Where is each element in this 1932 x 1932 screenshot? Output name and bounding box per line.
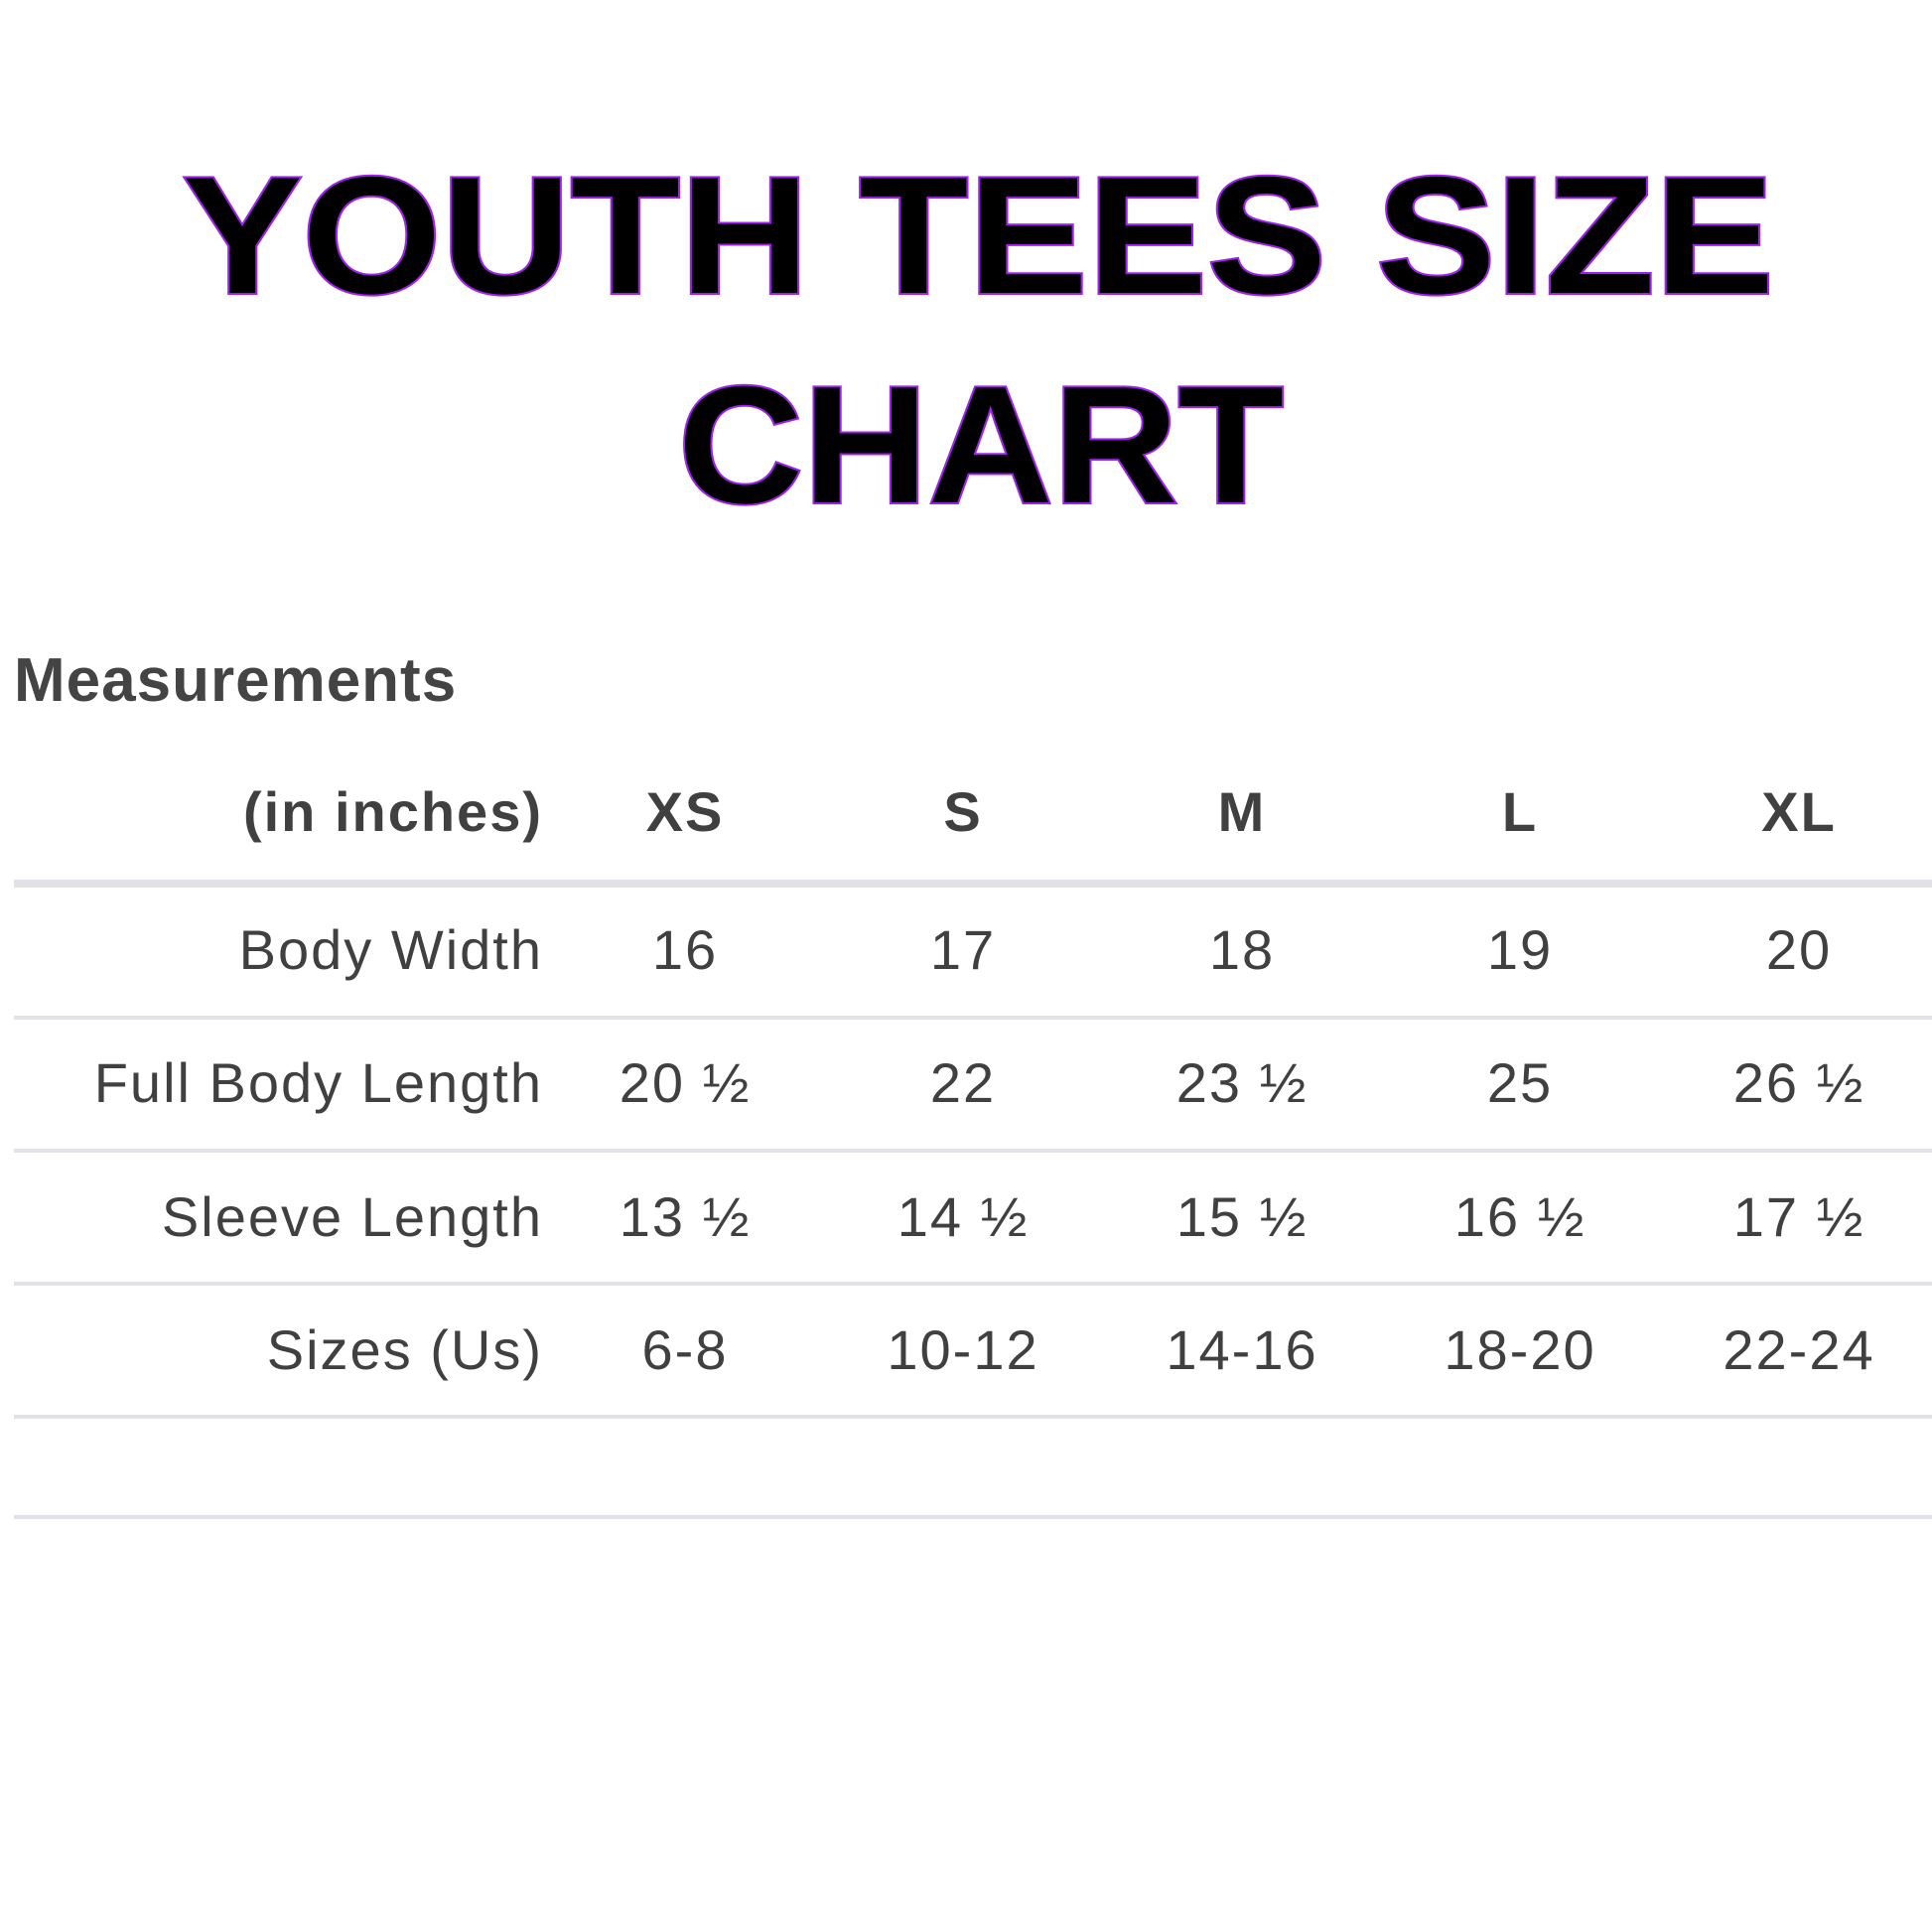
title-line-1: YOUTH TEES SIZE	[183, 142, 1774, 329]
table-cell: 20	[1765, 918, 1833, 981]
section-heading: Measurements	[14, 646, 458, 715]
table-cell: 22	[929, 1051, 997, 1114]
table-cell: 14 ½	[897, 1185, 1030, 1248]
table-row: Full Body Length 20 ½ 22 23 ½ 25 26 ½	[0, 1043, 1932, 1123]
row-label: Full Body Length	[93, 1051, 543, 1114]
table-cell: 20 ½	[619, 1051, 752, 1114]
table-cell: 15 ½	[1175, 1185, 1309, 1248]
row-divider	[14, 1515, 1932, 1519]
table-cell: 14-16	[1166, 1318, 1318, 1381]
column-header: XS	[645, 780, 725, 843]
table-cell: 22-24	[1723, 1318, 1875, 1381]
table-cell: 19	[1486, 918, 1554, 981]
table-cell: 18	[1208, 918, 1276, 981]
row-divider	[14, 1282, 1932, 1286]
table-cell: 10-12	[887, 1318, 1039, 1381]
unit-label: (in inches)	[242, 780, 543, 843]
row-divider	[14, 880, 1932, 888]
table-cell: 18-20	[1444, 1318, 1596, 1381]
table-cell: 25	[1486, 1051, 1554, 1114]
table-cell: 6-8	[641, 1318, 729, 1381]
table-row: Sizes (Us) 6-8 10-12 14-16 18-20 22-24	[0, 1311, 1932, 1390]
table-cell: 13 ½	[619, 1185, 752, 1248]
table-cell: 26 ½	[1732, 1051, 1865, 1114]
row-label: Sleeve Length	[161, 1185, 543, 1248]
row-divider	[14, 1016, 1932, 1020]
row-divider	[14, 1415, 1932, 1419]
column-header: XL	[1761, 780, 1837, 843]
row-label: Sizes (Us)	[266, 1318, 543, 1381]
row-divider	[14, 1149, 1932, 1153]
column-header: M	[1217, 780, 1267, 843]
table-cell: 23 ½	[1175, 1051, 1309, 1114]
header-row: (in inches) XS S M L XL	[0, 772, 1932, 852]
table-cell: 17 ½	[1732, 1185, 1865, 1248]
table-cell: 16 ½	[1453, 1185, 1587, 1248]
table-cell: 17	[929, 918, 997, 981]
title-line-2: CHART	[678, 351, 1284, 538]
column-header: L	[1501, 780, 1539, 843]
table-row: Body Width 16 17 18 19 20	[0, 910, 1932, 990]
table-cell: 16	[651, 918, 719, 981]
row-label: Body Width	[238, 918, 543, 981]
column-header: S	[943, 780, 983, 843]
page-title: YOUTH TEES SIZE CHART	[181, 140, 1776, 540]
table-row: Sleeve Length 13 ½ 14 ½ 15 ½ 16 ½ 17 ½	[0, 1177, 1932, 1257]
